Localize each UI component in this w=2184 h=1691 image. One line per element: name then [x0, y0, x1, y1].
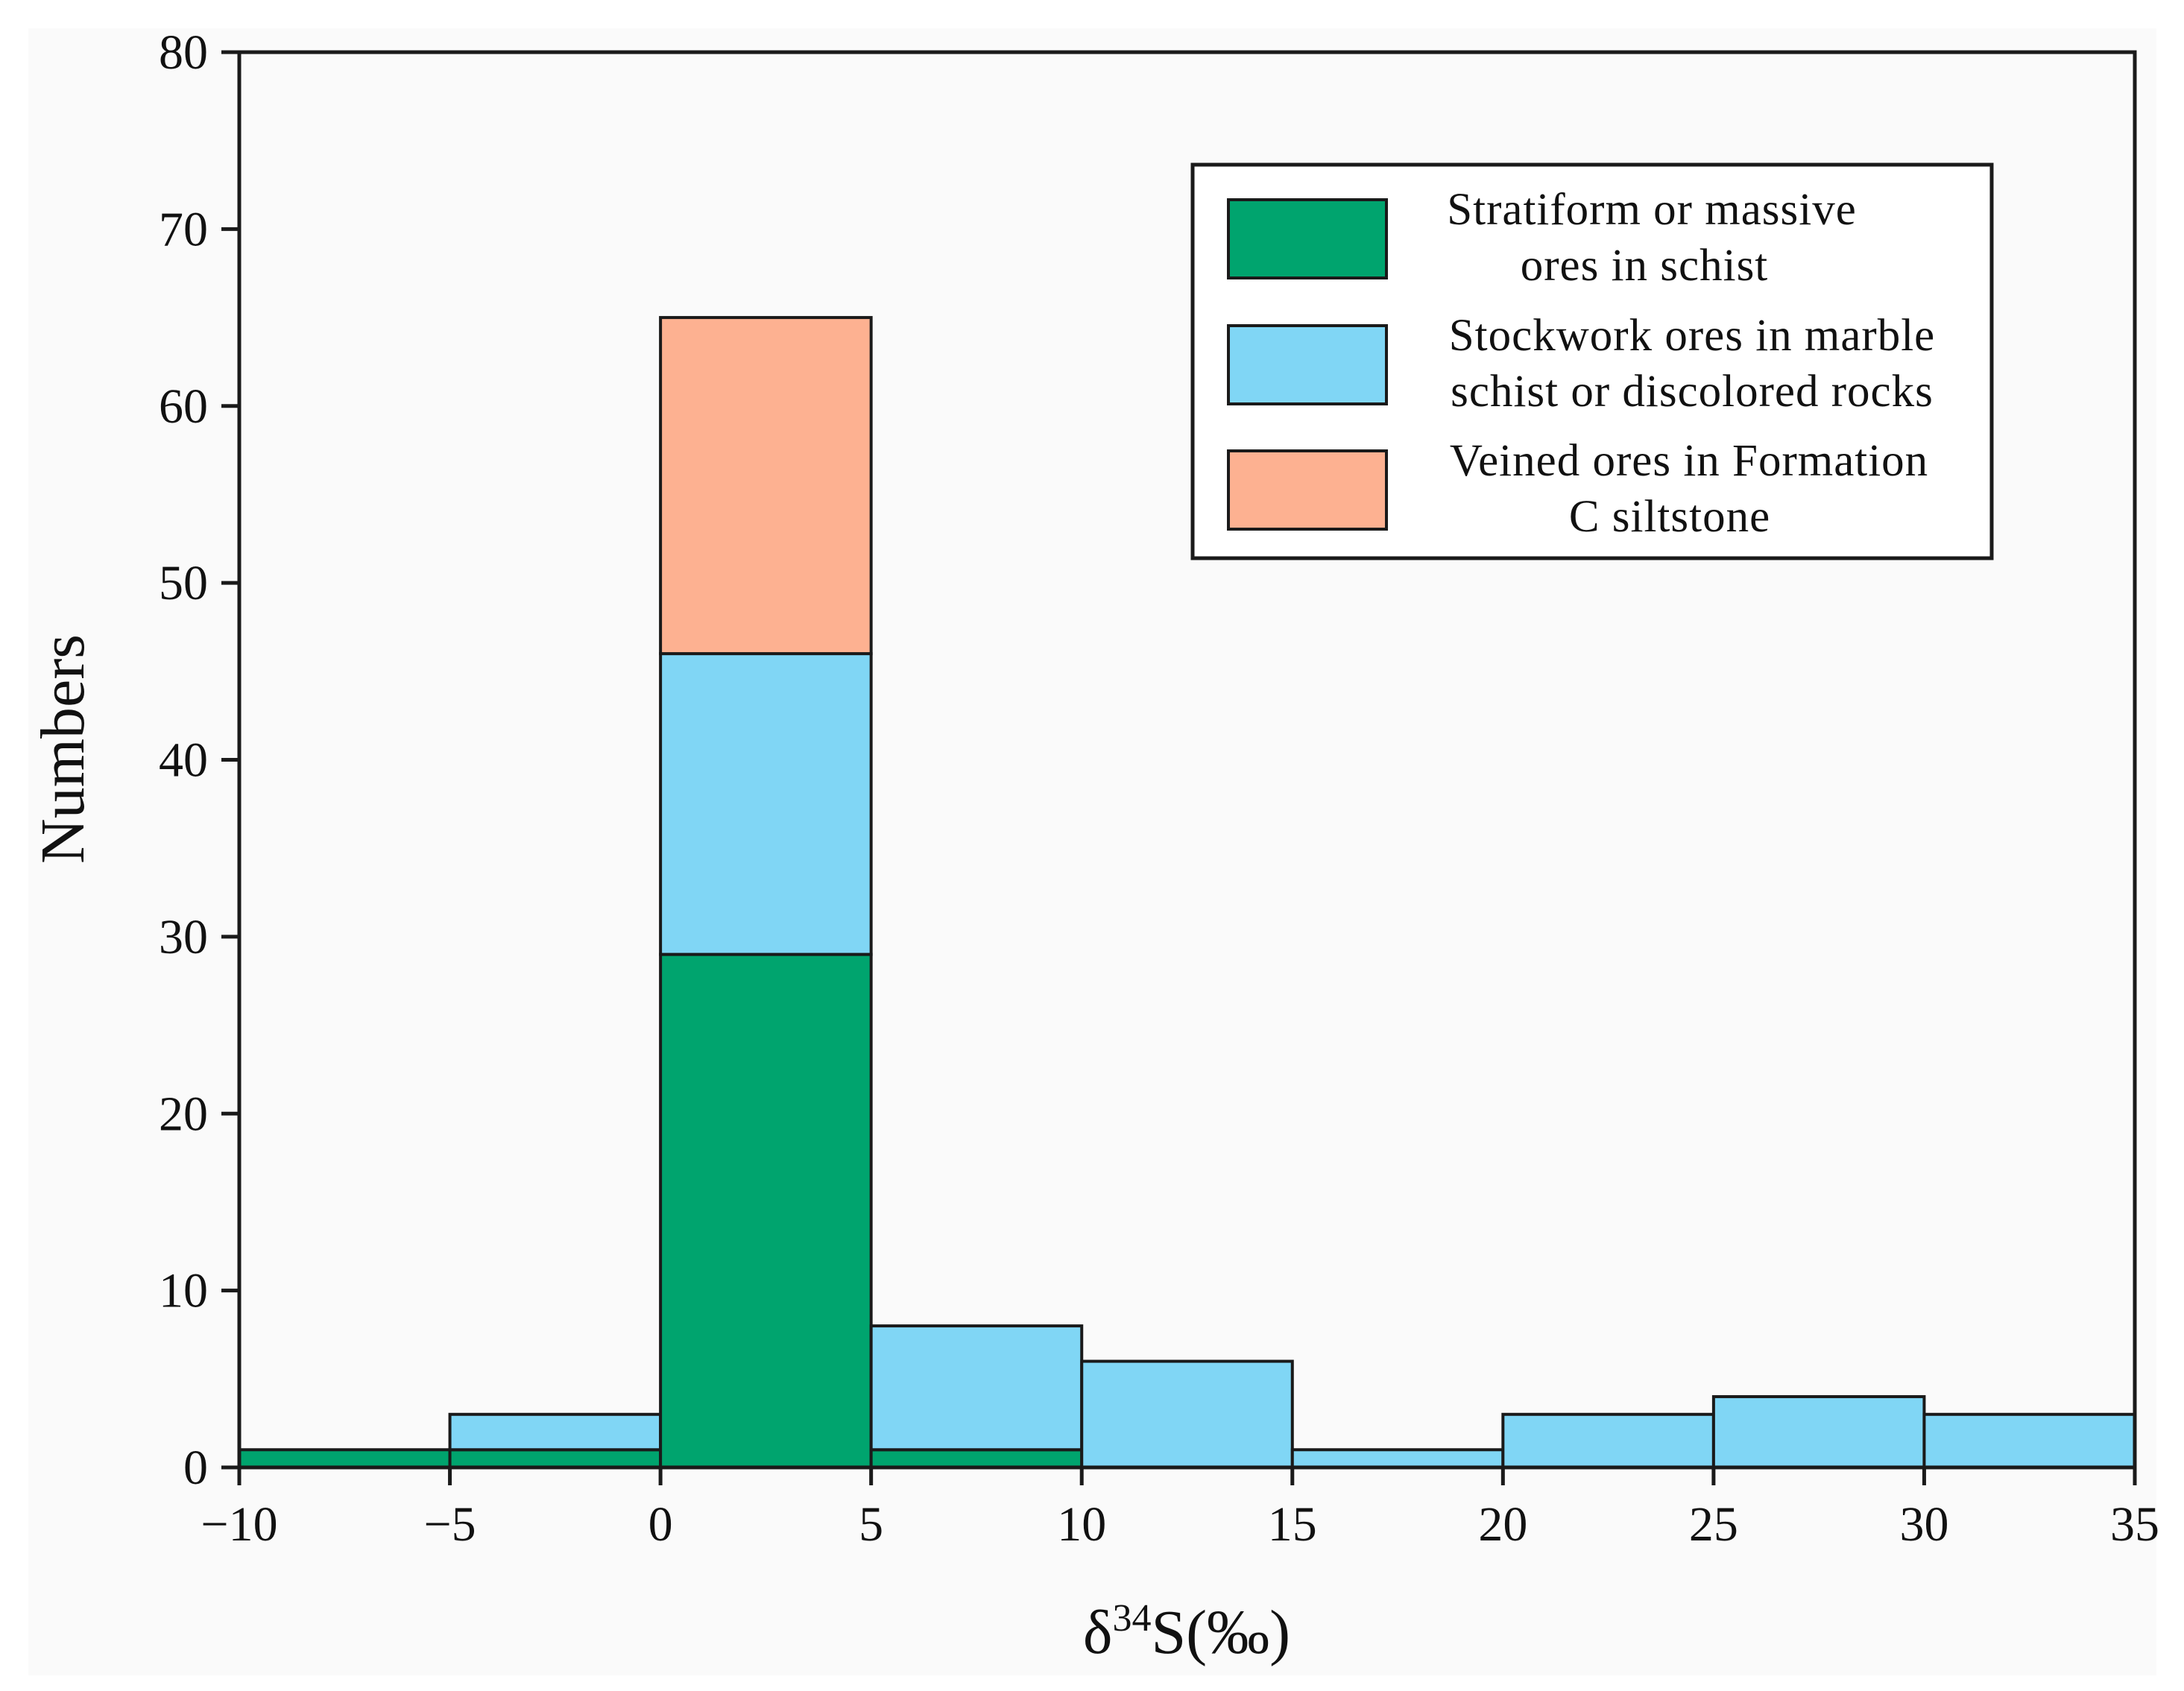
- y-tick-label: 80: [159, 25, 208, 80]
- bar-stratiform-bin-2: [659, 952, 873, 1470]
- bar-stockwork-bin-8: [1922, 1412, 2136, 1469]
- x-tick-label: 15: [1268, 1497, 1317, 1552]
- y-tick-label: 20: [159, 1087, 208, 1141]
- bar-stockwork-bin-2: [659, 652, 873, 956]
- y-tick-label: 30: [159, 910, 208, 964]
- bar-stratiform-bin-1: [448, 1448, 663, 1469]
- bar-stockwork-bin-1: [448, 1412, 663, 1452]
- y-axis-title: Numbers: [28, 634, 98, 864]
- legend-swatch-stockwork: [1227, 324, 1388, 405]
- x-tick-label: 0: [648, 1497, 673, 1552]
- legend-label-veined-line2: C siltstone: [1569, 492, 1770, 542]
- y-tick-label: 60: [159, 379, 208, 434]
- x-axis-title-superscript: 34: [1112, 1597, 1151, 1640]
- x-tick-label: 20: [1478, 1497, 1527, 1552]
- legend-swatch-veined: [1227, 449, 1388, 531]
- bar-veined-bin-2: [659, 316, 873, 656]
- legend-label-stratiform-line1: Stratiform or massive: [1447, 185, 1857, 235]
- x-tick-label: 5: [859, 1497, 883, 1552]
- x-tick-label: 25: [1689, 1497, 1738, 1552]
- ticks-group: 0 10 20 30 40 50 60 70 80 −10 −5 0 5 10 15 20 25 30 35: [159, 25, 2159, 1552]
- legend-label-stockwork-line2: schist or discolored rocks: [1451, 367, 1934, 417]
- x-tick-label: −5: [423, 1497, 476, 1552]
- x-axis-title-unit: S(‰): [1151, 1598, 1290, 1667]
- bar-stratiform-bin-3: [869, 1448, 1084, 1469]
- bar-stockwork-bin-4: [1080, 1359, 1294, 1469]
- legend: Stratiform or massive ores in schist Sto…: [1190, 162, 1994, 560]
- legend-swatch-stratiform: [1227, 198, 1388, 279]
- bars-group: [238, 316, 2136, 1470]
- x-axis-title: δ34S(‰): [1083, 1597, 1290, 1667]
- x-axis-title-delta: δ: [1083, 1598, 1113, 1667]
- bar-stockwork-bin-6: [1501, 1412, 1715, 1469]
- y-tick-label: 50: [159, 556, 208, 610]
- x-tick-label: 30: [1899, 1497, 1948, 1552]
- x-tick-label: 10: [1057, 1497, 1106, 1552]
- y-tick-label: 0: [183, 1441, 208, 1495]
- x-tick-label: −10: [201, 1497, 277, 1552]
- x-tick-label: 35: [2110, 1497, 2159, 1552]
- bar-stockwork-bin-7: [1711, 1395, 1926, 1470]
- y-tick-label: 40: [159, 733, 208, 788]
- legend-label-stockwork-line1: Stockwork ores in marble: [1449, 311, 1936, 361]
- bar-stratiform-bin-0: [238, 1448, 452, 1469]
- legend-label-stratiform-line2: ores in schist: [1521, 241, 1769, 291]
- y-tick-label: 10: [159, 1264, 208, 1318]
- y-tick-label: 70: [159, 202, 208, 256]
- bar-stockwork-bin-3: [869, 1324, 1084, 1452]
- legend-label-veined-line1: Veined ores in Formation: [1450, 436, 1928, 486]
- bar-stockwork-bin-5: [1290, 1448, 1505, 1469]
